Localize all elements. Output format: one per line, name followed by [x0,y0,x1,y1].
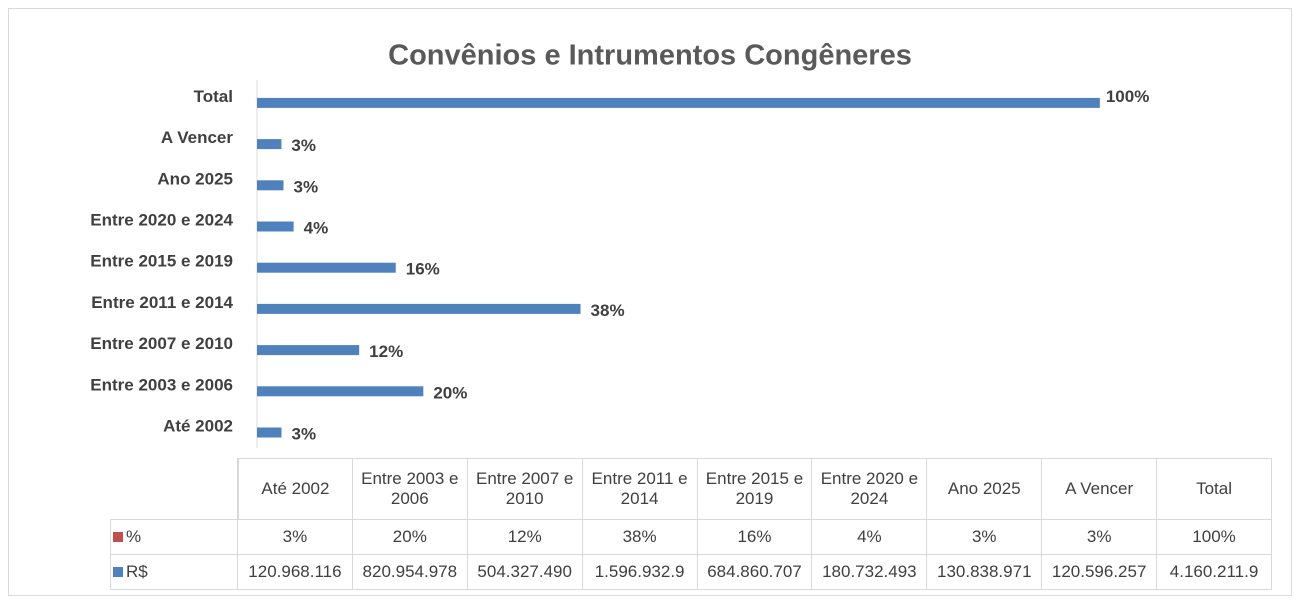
cell-text: 4.160.211.9 [1169,562,1259,581]
data-label: 100% [1106,87,1149,106]
bar [257,262,396,273]
cell-text: Até 2002 [261,479,330,498]
cell-text: Entre 2007 e 2010 [476,469,574,508]
cell-text: Entre 2015 e 2019 [705,469,804,508]
cell-text: 1.596.932.9 [594,562,685,581]
cell-text: 3% [282,527,308,546]
cell-text: 3% [1086,527,1112,546]
y-tick-label: Entre 2007 e 2010 [90,334,233,353]
cell-text: 20% [392,527,427,546]
legend-key [113,532,123,542]
table-header: Ano 2025 [927,458,1043,520]
legend-entry: R$ [110,555,238,590]
table-value: 130.838.971 [927,555,1043,590]
cell-text: Entre 2003 e 2006 [361,469,459,508]
table-header: Entre 2007 e 2010 [467,458,583,520]
table-value: 4% [812,520,928,555]
table-value: 38% [582,520,698,555]
data-label: 3% [292,424,317,443]
table-header: Entre 2011 e 2014 [582,458,698,520]
cell-text: 820.954.978 [362,562,458,581]
bar [257,427,282,438]
legend-label: % [126,527,142,546]
table-value: 504.327.490 [467,555,583,590]
chart-title: Convênios e Intrumentos Congêneres [388,40,912,72]
legend-label: R$ [126,562,148,581]
table-value: 16% [697,520,813,555]
cell-text: 38% [622,527,657,546]
y-tick-label: Entre 2015 e 2019 [90,252,233,271]
legend-key [113,567,123,577]
cell-text: 120.596.257 [1051,562,1147,581]
table-value: 120.596.257 [1042,555,1158,590]
table-corner [110,458,238,520]
bar [257,97,1100,108]
y-tick-label: Ano 2025 [157,169,233,188]
table-header: A Vencer [1042,458,1158,520]
bar [257,386,424,397]
cell-text: Total [1196,479,1232,498]
data-label: 38% [591,301,625,320]
table-value: 4.160.211.9 [1157,555,1272,590]
y-tick-label: Total [194,87,233,106]
data-label: 12% [369,342,403,361]
cell-text: 684.860.707 [707,562,802,581]
data-label: 3% [294,177,319,196]
cell-text: 100% [1192,527,1236,546]
bar [257,221,294,232]
data-label: 3% [291,136,316,155]
cell-text: Entre 2020 e 2024 [820,469,919,508]
table-value: 3% [927,520,1043,555]
table-header: Entre 2020 e 2024 [812,458,928,520]
cell-text: 4% [857,527,882,546]
table-value: 20% [352,520,468,555]
table-value: 820.954.978 [352,555,468,590]
cell-text: 120.968.116 [248,562,342,581]
data-label: 16% [406,260,440,279]
table-value: 3% [1042,520,1158,555]
cell-text: A Vencer [1065,479,1134,498]
table-header: Entre 2003 e 2006 [352,458,468,520]
cell-text: 3% [971,527,997,546]
data-label: 20% [433,383,467,402]
table-value: 684.860.707 [697,555,813,590]
data-label: 4% [304,218,329,237]
y-tick-label: Entre 2003 e 2006 [90,375,233,394]
table-header: Total [1157,458,1272,520]
legend-entry: % [110,520,238,555]
table-value: 180.732.493 [812,555,928,590]
bar [257,180,284,191]
cell-text: 504.327.490 [477,562,572,581]
bar [257,345,360,356]
cell-text: 130.838.971 [936,562,1032,581]
cell-text: Ano 2025 [947,479,1021,498]
table-header: Entre 2015 e 2019 [697,458,813,520]
cell-text: Entre 2011 e 2014 [591,469,688,508]
cell-text: 12% [507,527,542,546]
table-value: 100% [1157,520,1272,555]
table-value: 120.968.116 [238,555,353,590]
bar [257,303,581,314]
y-tick-label: Entre 2020 e 2024 [90,210,233,229]
table-header: Até 2002 [238,458,353,520]
y-tick-label: Entre 2011 e 2014 [91,293,233,312]
y-tick-label: Até 2002 [163,416,233,435]
y-tick-label: A Vencer [161,128,234,147]
table-value: 1.596.932.9 [582,555,698,590]
bar [257,139,282,150]
table-value: 12% [467,520,583,555]
cell-text: 180.732.493 [822,562,917,581]
table-value: 3% [238,520,353,555]
cell-text: 16% [737,527,772,546]
